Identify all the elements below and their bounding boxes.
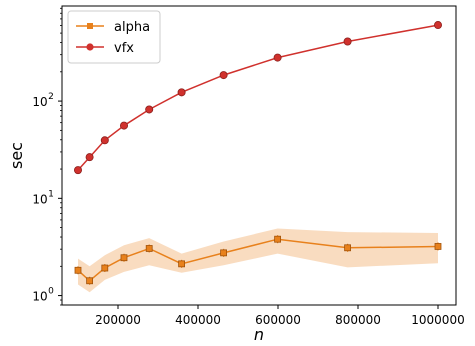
vfx-point — [100, 136, 109, 145]
x-axis-label: n — [254, 325, 264, 344]
alpha-point — [344, 244, 352, 252]
alpha-point — [434, 243, 442, 250]
vfx-point — [343, 37, 352, 46]
alpha-point — [274, 235, 282, 243]
alpha-confidence-band — [78, 228, 438, 293]
vfx-point — [85, 153, 94, 162]
x-tick-label: 600000 — [255, 313, 301, 327]
confidence-band-layer — [78, 228, 438, 293]
x-tick-label: 400000 — [175, 313, 221, 327]
alpha-point — [101, 264, 109, 272]
alpha-line — [77, 238, 439, 282]
x-tick-label: 1000000 — [411, 313, 464, 327]
y-tick-exponent: 0 — [48, 287, 54, 297]
x-tick-label: 800000 — [335, 313, 381, 327]
alpha-point — [220, 249, 228, 257]
vfx-point — [273, 53, 282, 62]
series-layer — [74, 21, 442, 285]
y-tick-label: 10 — [32, 95, 47, 109]
alpha-point — [86, 277, 93, 285]
alpha-point — [145, 245, 153, 252]
y-tick-label: 10 — [32, 192, 47, 206]
vfx-point — [145, 105, 154, 114]
plot-frame — [61, 5, 457, 306]
alpha-point — [178, 260, 186, 268]
legend-item-alpha: alpha — [76, 20, 150, 35]
vfx-point — [74, 166, 83, 175]
legend-label: alpha — [114, 20, 150, 35]
x-tick-label: 200000 — [95, 313, 141, 327]
y-axis-label: sec — [7, 142, 26, 169]
vfx-point — [177, 88, 186, 97]
legend-marker — [87, 23, 93, 29]
alpha-point — [120, 254, 128, 262]
y-tick-exponent: 2 — [48, 92, 54, 102]
y-tick-exponent: 1 — [48, 189, 54, 199]
legend-marker — [86, 43, 94, 51]
x-axis: 200000 400000 600000 800000 1000000 — [95, 305, 465, 327]
vfx-line — [77, 24, 439, 171]
legend-item-vfx: vfx — [76, 41, 134, 56]
legend-label: vfx — [114, 41, 134, 56]
vfx-point — [120, 121, 129, 130]
legend: alpha vfx — [67, 10, 161, 64]
vfx-point — [433, 21, 442, 30]
y-tick-label: 10 — [32, 290, 47, 304]
alpha-point — [74, 266, 82, 274]
vfx-point — [219, 71, 228, 80]
